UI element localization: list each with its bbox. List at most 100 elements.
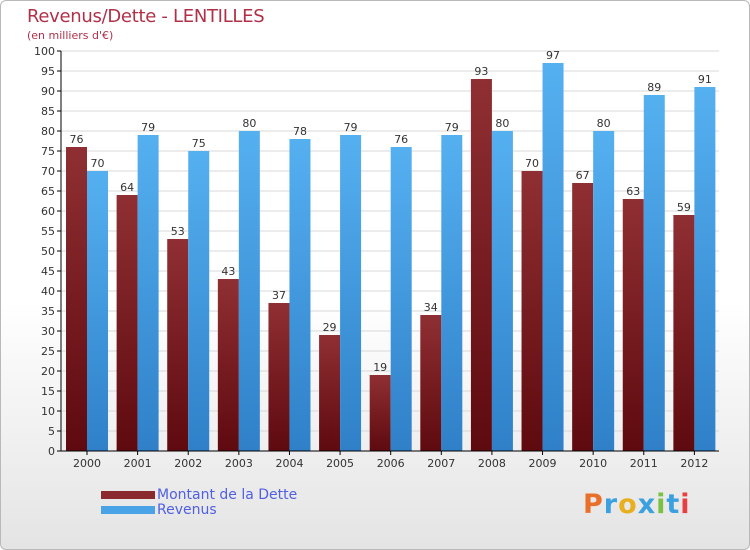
y-tick-label: 55 [41,225,55,238]
logo-letter: i [680,489,691,520]
chart-title: Revenus/Dette - LENTILLES [27,6,265,27]
data-label: 29 [323,321,337,334]
data-label: 59 [677,201,691,214]
data-label: 63 [626,185,640,198]
data-label: 64 [120,181,134,194]
data-label: 75 [192,137,206,150]
logo-letter: i [656,489,667,520]
bar-revenus [643,95,665,451]
bar-dette [521,171,543,451]
bar-revenus [340,135,362,451]
x-tick-label: 2011 [630,457,658,470]
y-tick-label: 85 [41,105,55,118]
logo-letter: x [637,489,657,520]
x-tick-label: 2004 [275,457,303,470]
data-label: 53 [171,225,185,238]
legend-swatch-revenus [101,505,155,514]
bar-revenus [289,139,311,451]
data-label: 67 [576,169,590,182]
bar-revenus [491,131,513,451]
y-tick-label: 30 [41,325,55,338]
data-label: 89 [647,81,661,94]
x-tick-label: 2003 [225,457,253,470]
y-tick-label: 40 [41,285,55,298]
legend-item-revenus: Revenus [101,501,297,518]
x-tick-label: 2008 [478,457,506,470]
x-tick-label: 2007 [427,457,455,470]
legend-item-dette: Montant de la Dette [101,486,298,503]
data-label: 76 [70,133,84,146]
bar-dette [167,239,189,451]
proxiti-logo: Proxiti [583,489,691,520]
y-tick-label: 0 [48,445,55,458]
logo-letter: t [666,489,681,520]
y-tick-label: 80 [41,125,55,138]
data-label: 79 [445,121,459,134]
data-label: 37 [272,289,286,302]
data-label: 91 [698,73,712,86]
logo-letter: r [603,489,619,520]
x-tick-label: 2012 [680,457,708,470]
bar-revenus [542,63,564,451]
data-label: 79 [344,121,358,134]
bar-dette [369,375,391,451]
bar-dette [572,183,594,451]
logo-letter: P [583,489,604,520]
data-label: 76 [394,133,408,146]
y-tick-label: 90 [41,85,55,98]
x-tick-label: 2002 [174,457,202,470]
data-label: 70 [525,157,539,170]
x-tick-label: 2005 [326,457,354,470]
logo-letter: o [618,489,638,520]
y-tick-label: 50 [41,245,55,258]
y-tick-label: 45 [41,265,55,278]
data-label: 78 [293,125,307,138]
bar-dette [116,195,138,451]
bar-dette [470,79,492,451]
bar-revenus [188,151,210,451]
data-label: 97 [546,49,560,62]
data-label: 80 [242,117,256,130]
data-label: 80 [495,117,509,130]
bar-dette [673,215,695,451]
x-tick-label: 2006 [377,457,405,470]
y-tick-label: 15 [41,385,55,398]
bar-revenus [137,135,159,451]
y-tick-label: 25 [41,345,55,358]
bar-revenus [238,131,260,451]
y-tick-label: 100 [34,45,55,58]
bar-revenus [593,131,615,451]
data-label: 43 [221,265,235,278]
x-tick-label: 2009 [529,457,557,470]
bar-revenus [87,171,108,451]
legend-label-dette: Montant de la Dette [157,486,298,503]
y-tick-label: 65 [41,185,55,198]
y-tick-label: 5 [48,425,55,438]
bar-dette [66,147,87,451]
data-label: 93 [474,65,488,78]
x-tick-label: 2000 [73,457,101,470]
y-tick-label: 95 [41,65,55,78]
legend: Montant de la Dette Revenus [101,486,298,518]
y-tick-label: 20 [41,365,55,378]
data-label: 19 [373,361,387,374]
chart-subtitle: (en milliers d'€) [27,29,114,42]
bar-revenus [694,87,716,451]
y-tick-label: 75 [41,145,55,158]
bar-dette [622,199,644,451]
x-tick-label: 2001 [124,457,152,470]
y-tick-label: 60 [41,205,55,218]
data-label: 80 [597,117,611,130]
bar-dette [319,335,341,451]
y-tick-label: 10 [41,405,55,418]
data-label: 79 [141,121,155,134]
data-label: 70 [91,157,105,170]
y-tick-label: 35 [41,305,55,318]
legend-label-revenus: Revenus [157,501,217,518]
x-tick-label: 2010 [579,457,607,470]
bar-dette [268,303,290,451]
bar-dette [420,315,442,451]
y-tick-label: 70 [41,165,55,178]
